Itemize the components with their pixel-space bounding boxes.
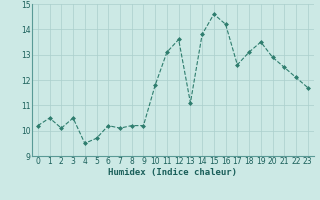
X-axis label: Humidex (Indice chaleur): Humidex (Indice chaleur) [108,168,237,177]
